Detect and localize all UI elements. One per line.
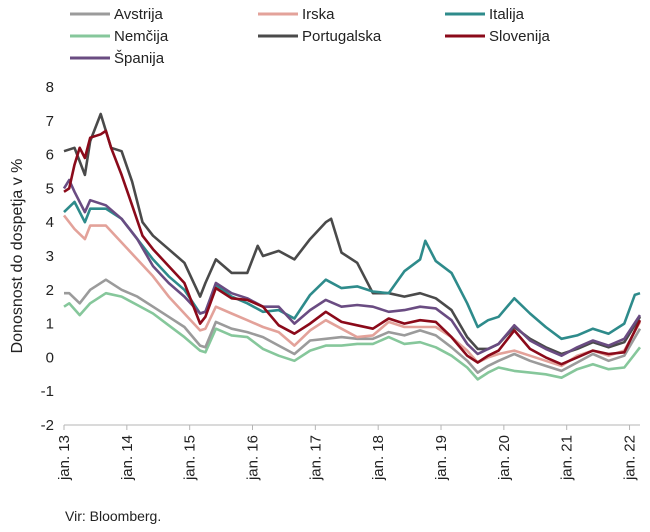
y-tick-label: 1 <box>46 316 54 333</box>
legend-label-portugalska: Portugalska <box>302 28 382 45</box>
y-tick-label: -1 <box>41 383 54 400</box>
legend-label-slovenija: Slovenija <box>489 28 551 45</box>
plot-area <box>62 112 642 381</box>
y-tick-label: 6 <box>46 147 54 164</box>
x-tick-label: jan. 15 <box>182 435 199 481</box>
legend: Avstrija Irska Italija Nemčija Portugalska Sl… <box>70 6 551 67</box>
series-line-irska <box>62 214 642 368</box>
series-line-spanija <box>62 178 642 357</box>
x-tick-label: jan. 13 <box>56 435 73 481</box>
series-line-portugalska <box>63 112 642 356</box>
y-tick-label: 5 <box>46 180 54 197</box>
x-tick-label: jan. 14 <box>119 435 136 481</box>
x-tick-label: jan. 16 <box>245 435 262 481</box>
y-tick-label: 7 <box>46 113 54 130</box>
series-line-nemcija <box>63 291 642 381</box>
y-tick-label: 8 <box>46 79 54 96</box>
x-tick-label: jan. 19 <box>433 435 450 481</box>
y-tick-label: 0 <box>46 349 54 366</box>
legend-label-irska: Irska <box>302 6 335 23</box>
source-note: Vir: Bloomberg. <box>65 508 161 524</box>
y-axis: -2 -1 0 1 2 3 4 5 6 7 8 <box>41 79 54 434</box>
y-tick-label: 4 <box>46 214 54 231</box>
x-tick-label: jan. 20 <box>496 435 513 481</box>
series-line-avstrija <box>64 278 642 374</box>
series-line-slovenija <box>63 129 642 366</box>
y-tick-label: 3 <box>46 248 54 265</box>
y-tick-label: 2 <box>46 282 54 299</box>
legend-label-spanija: Španija <box>114 50 165 67</box>
x-tick-label: jan. 18 <box>370 435 387 481</box>
x-tick-label: jan. 21 <box>559 435 576 481</box>
legend-label-avstrija: Avstrija <box>114 6 164 23</box>
y-axis-label: Donosnost do dospetja v % <box>9 159 26 354</box>
series-line-italija <box>63 200 641 341</box>
x-tick-label: jan. 17 <box>307 435 324 481</box>
x-axis: jan. 13 jan. 14 jan. 15 jan. 16 jan. 17 jan. … <box>56 424 640 481</box>
legend-label-italija: Italija <box>489 6 525 23</box>
x-tick-label: jan. 22 <box>622 435 639 481</box>
legend-label-nemcija: Nemčija <box>114 28 169 45</box>
y-tick-label: -2 <box>41 417 54 434</box>
